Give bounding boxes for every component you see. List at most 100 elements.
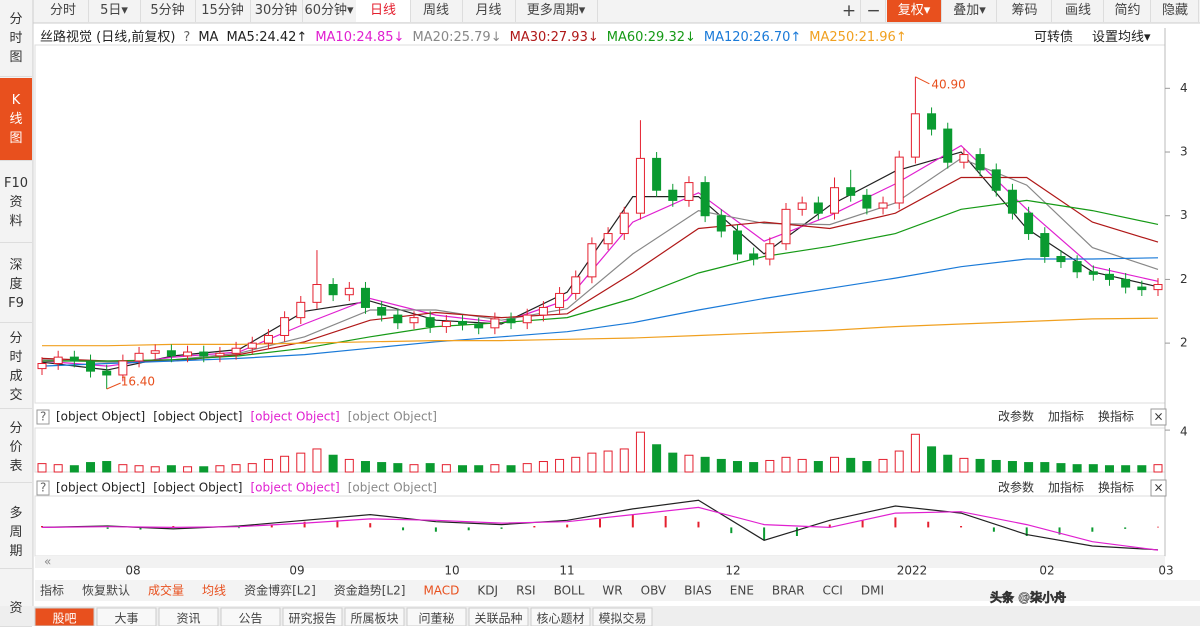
bottom-tab-bg [34,607,95,626]
indicator-tab[interactable]: WR [602,584,622,598]
bottom-tab[interactable]: 模拟交易 [598,611,646,626]
period-button[interactable]: 周线 [410,0,463,22]
sidebar-tab-text: 分 [9,420,23,436]
indicator-tab[interactable]: ENE [730,584,754,598]
bottom-tab[interactable]: 问董秘 [418,612,454,626]
volume-bar [927,446,937,473]
candle-body [700,182,710,217]
volume-bar [1056,463,1066,473]
indicator-tab[interactable]: CCI [823,584,843,598]
sidebar-tab[interactable]: 多周期 [0,496,32,569]
scroll-arrow: « [44,555,51,569]
volume-bar [765,459,775,473]
candle-body [296,301,306,319]
volume-bar [1007,461,1017,473]
convertible-bond: 可转债 [1034,30,1074,45]
bottom-tab[interactable]: 核心题材 [536,612,584,626]
candle-body [1056,255,1066,263]
sidebar-tab[interactable]: F10 资料 [0,163,32,243]
y-tick-label: 3 [1180,145,1188,159]
candle-body [1040,233,1050,257]
indicator-tab[interactable]: 资金趋势[L2] [334,583,406,598]
tool-button[interactable]: 叠加▾ [943,0,997,22]
month-label: 2022 [897,564,928,578]
indicator-tab[interactable]: 均线 [202,584,226,598]
period-button[interactable]: 更多周期▾ [515,0,598,22]
candle-body [263,334,273,344]
indicator-tab[interactable]: OBV [641,584,667,598]
candle-body [668,189,678,201]
indicator-tab[interactable]: DMI [861,584,884,598]
indicator-tab[interactable]: KDJ [477,584,498,598]
candle-body [619,212,629,235]
sidebar-tab[interactable]: 分时图 [0,0,32,77]
tool-button[interactable]: 隐藏 [1152,0,1199,22]
indicator-tab[interactable]: BIAS [684,584,712,598]
sidebar-tab[interactable]: 分时成交 [0,325,32,409]
candle-body [635,157,645,214]
indicator-tab[interactable]: MACD [423,584,459,598]
close-button: × [1153,410,1163,424]
sidebar-tab[interactable]: 深度 F9 [0,246,32,323]
bottom-tab[interactable]: 公告 [238,612,262,626]
volume-bar [247,463,257,473]
indicator-tab[interactable]: 恢复默认 [82,583,130,598]
bottom-tab[interactable]: 所属板块 [350,612,398,626]
period-button[interactable]: 60分钟▾ [302,0,357,22]
indicator-tab[interactable]: RSI [516,584,536,598]
volume-bar [587,452,597,473]
candle-body [927,113,937,130]
indicator-tab[interactable]: 指标 [40,583,64,598]
bottom-tab[interactable]: 股吧 [52,612,76,626]
sidebar-tab-text: 时 [9,30,23,46]
volume-bar [555,458,565,473]
volume-bar [102,461,112,473]
indicator-tab[interactable]: BOLL [554,584,585,598]
period-button[interactable]: 月线 [462,0,516,22]
ma-settings: 设置均线▾ [1092,30,1151,45]
indicator-tab[interactable]: BRAR [772,584,805,598]
bottom-tab-bg [406,607,467,626]
tool-button[interactable]: 画线 [1053,0,1104,22]
candle-body [183,351,193,357]
tool-button[interactable]: 简约 [1105,0,1151,22]
indicator-tab[interactable]: 成交量 [148,583,184,598]
panel-button: 改参数 [998,480,1034,495]
volume-bar [1024,462,1034,473]
month-label: 02 [1039,564,1054,578]
tool-button[interactable]: + [838,0,861,22]
candle-body [652,157,662,191]
bottom-tab[interactable]: 关联品种 [474,612,522,626]
bottom-tab[interactable]: 研究报告 [288,611,336,626]
volume-bar [846,457,856,473]
volume-bar [409,464,419,473]
y-tick-label: 2 [1180,272,1188,286]
period-button[interactable]: 15分钟 [195,0,251,22]
sidebar-tab[interactable]: 资 [0,590,32,627]
sidebar-tab-text: 图 [9,49,23,65]
ma-line [41,176,1159,362]
tool-button[interactable]: − [862,0,886,22]
period-button[interactable]: 5日▾ [88,0,141,22]
period-button[interactable]: 5分钟 [140,0,196,22]
volume-bar [344,458,354,473]
indicator-tab[interactable]: 资金博弈[L2] [244,583,316,598]
volume-bar [652,444,662,473]
bottom-tab[interactable]: 大事 [114,612,138,626]
candle-body [959,154,969,163]
close-box [1150,479,1167,497]
candle-body [991,169,1001,191]
period-button[interactable]: 30分钟 [250,0,303,22]
sidebar-tab[interactable]: 分价表 [0,412,32,483]
candle-body [215,352,225,357]
help-icon: ? [40,410,46,424]
tool-button[interactable]: 筹码 [998,0,1052,22]
bottom-tab[interactable]: 资讯 [176,612,200,626]
ma-legend: MA120:26.70↑ [703,30,802,45]
period-button[interactable]: 日线 [356,0,411,22]
volume-bar [1121,465,1131,473]
period-button[interactable]: 分时 [38,0,89,22]
tool-button[interactable]: 复权▾ [887,0,942,22]
